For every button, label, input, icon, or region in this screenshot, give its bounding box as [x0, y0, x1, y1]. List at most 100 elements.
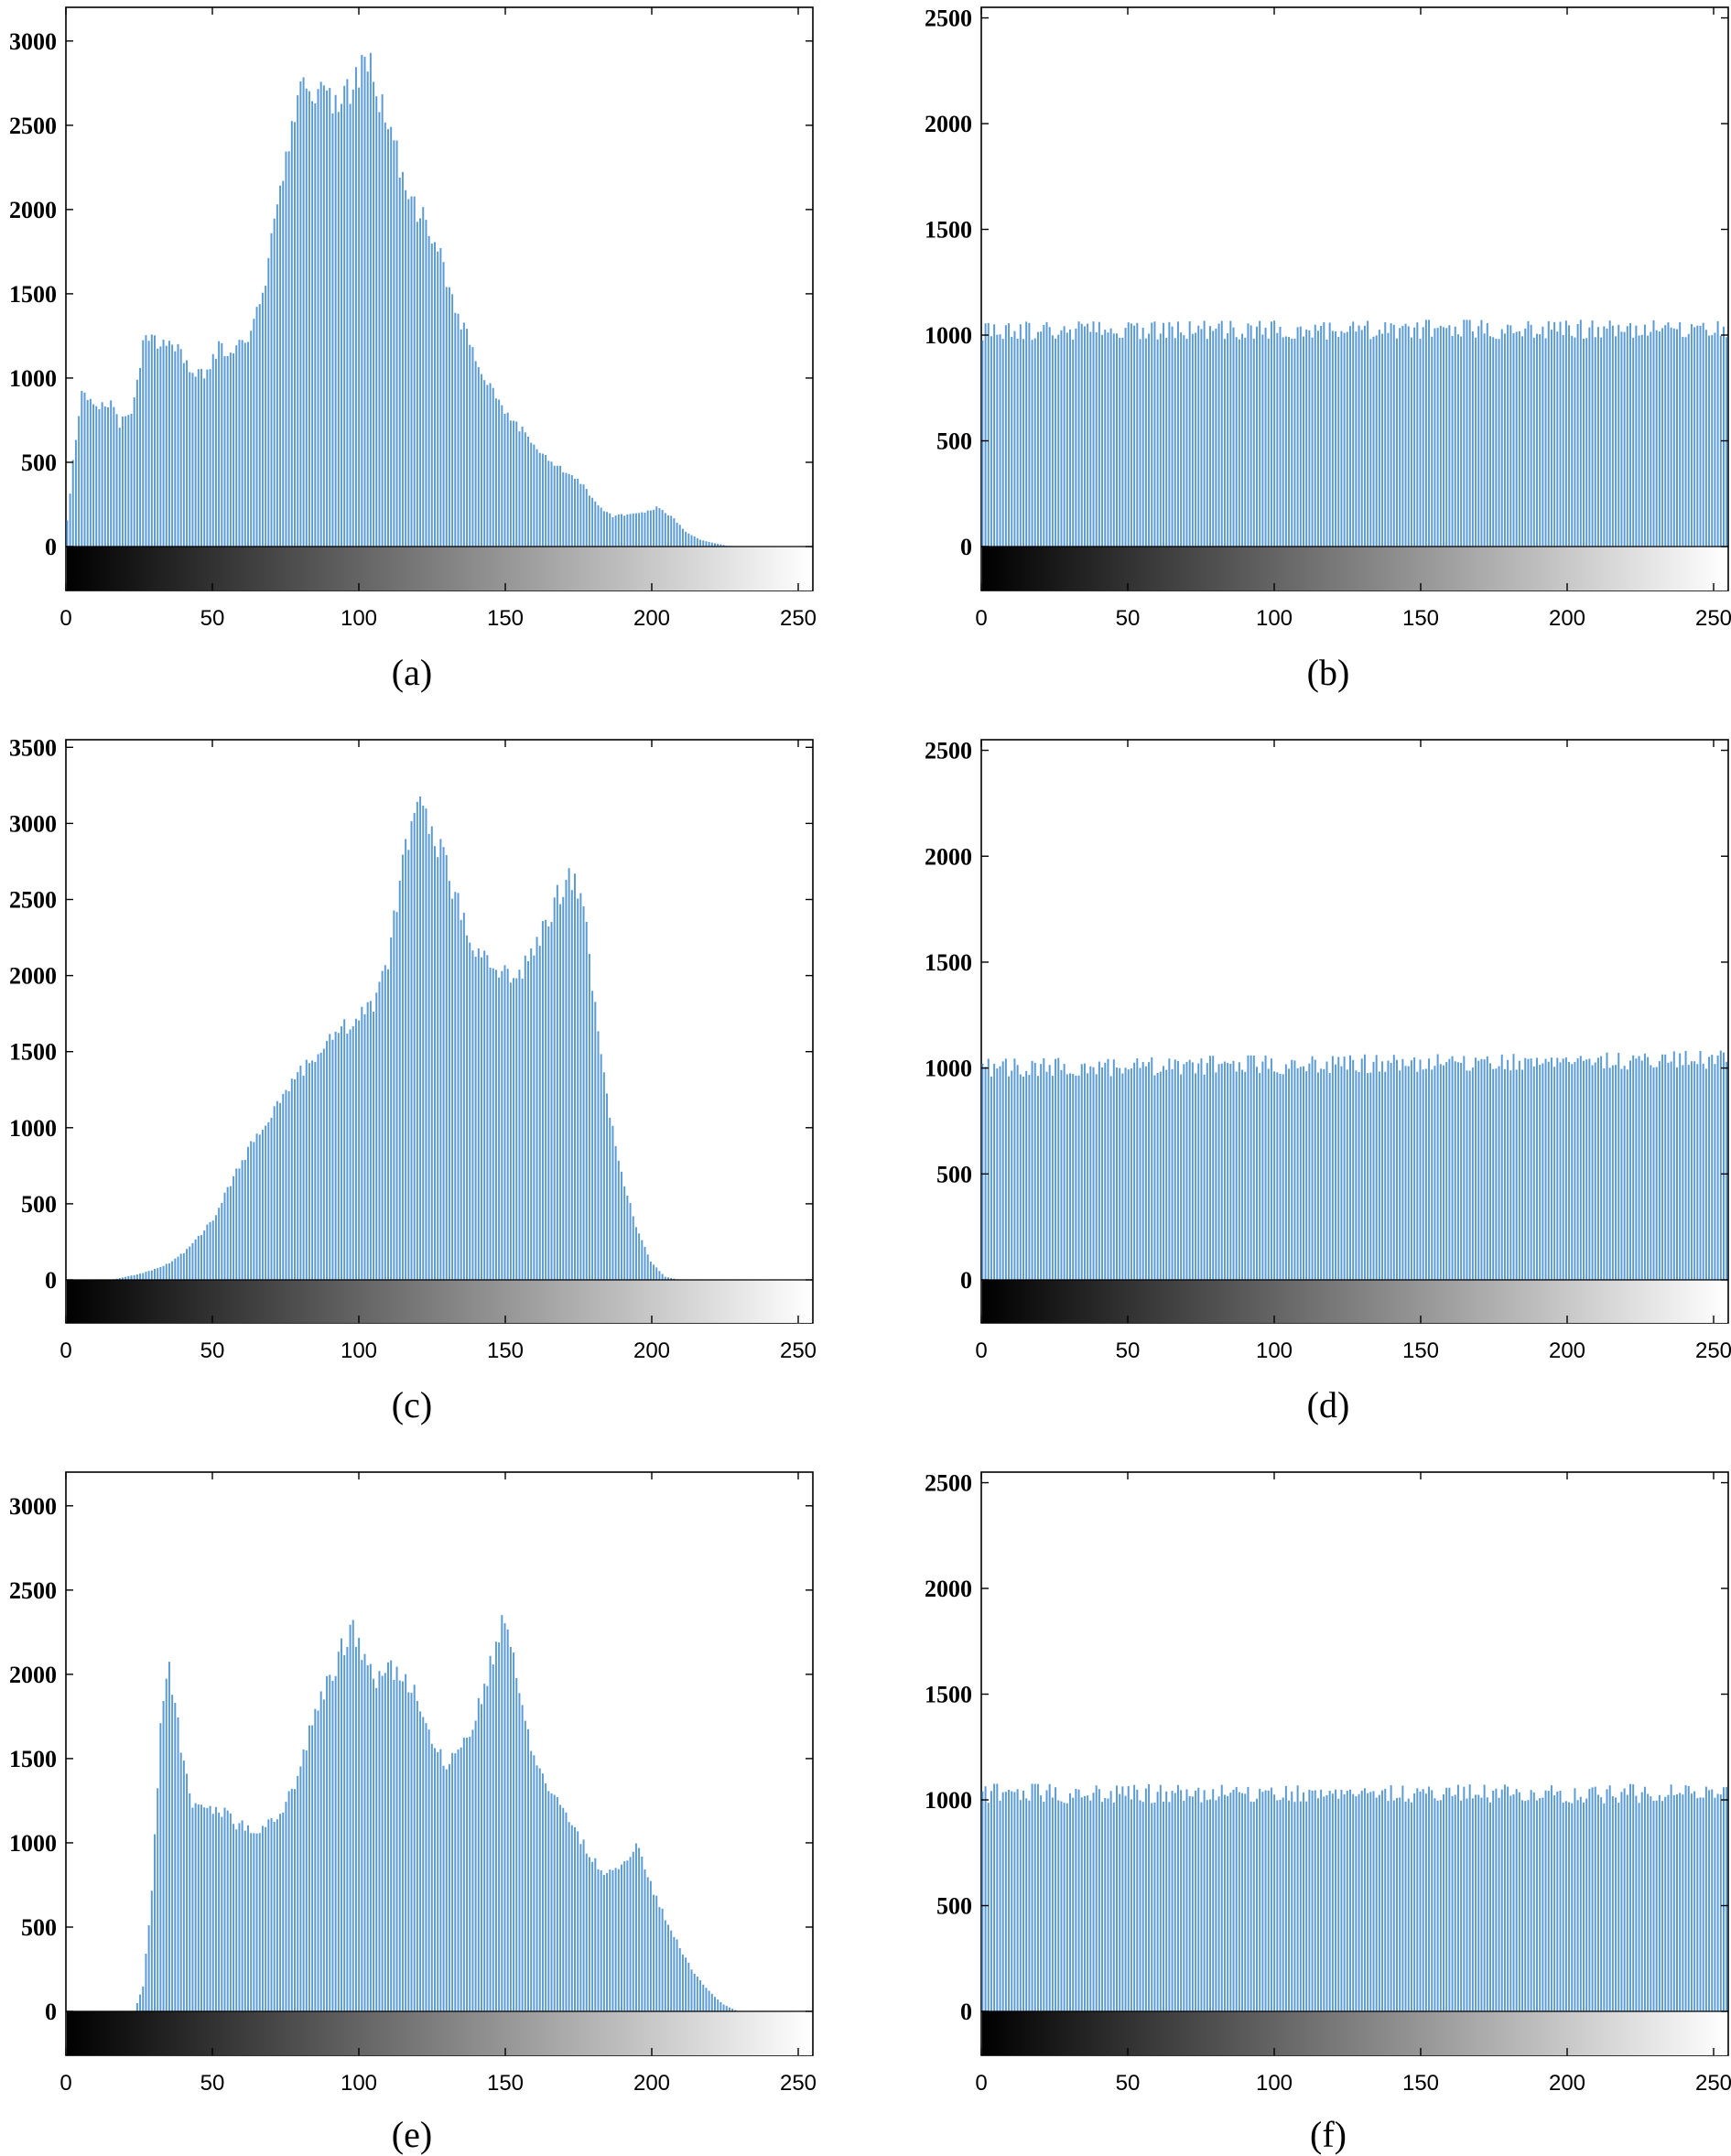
histogram-bar	[346, 79, 349, 547]
histogram-bar	[1209, 1056, 1211, 1280]
y-tick-label: 2500	[925, 1470, 972, 1497]
histogram-bar	[1095, 1785, 1098, 2011]
histogram-bar	[1165, 338, 1168, 547]
histogram-bar	[1632, 337, 1635, 547]
histogram-bar	[1191, 1796, 1194, 2011]
histogram-bar	[1650, 331, 1652, 547]
histogram-bar	[494, 1641, 497, 2011]
histogram-bar	[285, 1089, 287, 1280]
histogram-bar	[1716, 1793, 1719, 2011]
histogram-bar	[1524, 1801, 1527, 2011]
histogram-bar	[1235, 1071, 1238, 1280]
histogram-bar	[285, 151, 287, 547]
histogram-bar	[1185, 1061, 1188, 1280]
y-tick-label: 1500	[925, 217, 972, 244]
grayscale-colorbar	[67, 1280, 812, 1323]
histogram-bar	[168, 341, 170, 547]
histogram-bar	[1139, 339, 1141, 547]
histogram-bar	[687, 533, 690, 547]
x-tick-label: 150	[1402, 2071, 1439, 2096]
histogram-bar	[1293, 1060, 1296, 1280]
histogram-bar	[1600, 1797, 1603, 2011]
histogram-bar	[1456, 1062, 1459, 1280]
histogram-bar	[1244, 337, 1247, 547]
histogram-bar	[556, 884, 558, 1280]
histogram-bar	[1492, 1790, 1495, 2011]
histogram-bar	[1512, 1793, 1515, 2011]
histogram-bar	[602, 1072, 605, 1280]
histogram-bar	[609, 1869, 611, 2011]
histogram-bar	[1431, 1790, 1433, 2011]
y-tick-label: 2500	[9, 113, 57, 139]
histogram-bar	[294, 1789, 296, 2011]
histogram-bar	[1492, 337, 1495, 547]
histogram-bar	[466, 935, 469, 1280]
histogram-bar	[1562, 1058, 1564, 1280]
histogram-bar	[600, 1054, 602, 1280]
histogram-bar	[322, 1048, 325, 1280]
histogram-bar	[1057, 1057, 1060, 1280]
histogram-bar	[518, 1693, 521, 2011]
histogram-bar	[556, 465, 558, 547]
histogram-bar	[233, 1824, 235, 2011]
histogram-bar	[1176, 1784, 1179, 2011]
histogram-bar	[1235, 337, 1238, 547]
histogram-bar	[1387, 332, 1390, 547]
histogram-bar	[1687, 333, 1690, 547]
histogram-bar	[1635, 1058, 1638, 1280]
histogram-bar	[1159, 333, 1162, 547]
histogram-bar	[1632, 1055, 1635, 1280]
histogram-bar	[559, 904, 562, 1280]
histogram-bar	[221, 1202, 223, 1280]
histogram-bar	[990, 1791, 992, 2011]
histogram-bar	[509, 982, 512, 1280]
histogram-bar	[993, 1783, 996, 2011]
histogram-bar	[521, 426, 524, 547]
histogram-bar	[1045, 1790, 1048, 2011]
histogram-bar	[1682, 1065, 1684, 1280]
histogram-bar	[1544, 338, 1547, 547]
histogram-bar	[282, 1093, 285, 1280]
panel-caption: (e)	[392, 2114, 432, 2155]
histogram-bar	[1276, 1072, 1279, 1280]
histogram-bar	[1527, 320, 1530, 547]
histogram-bar	[577, 1831, 579, 2011]
histogram-bar	[993, 1064, 996, 1280]
histogram-bar	[1016, 1789, 1019, 2011]
bar-series	[113, 796, 678, 1280]
histogram-bar	[678, 1948, 681, 2011]
histogram-bar	[1451, 1056, 1454, 1280]
histogram-bar	[1346, 1069, 1348, 1280]
histogram-bar	[233, 352, 235, 547]
histogram-bar	[670, 1277, 673, 1280]
histogram-bar	[462, 1738, 465, 2011]
histogram-bar	[1401, 1785, 1404, 2011]
histogram-bar	[253, 1142, 255, 1280]
histogram-bar	[638, 1847, 641, 2011]
histogram-bar	[398, 178, 401, 547]
histogram-bar	[1726, 1786, 1728, 2011]
histogram-bar	[221, 342, 223, 547]
histogram-bar	[1591, 1787, 1594, 2011]
x-tick-label: 150	[1402, 606, 1439, 631]
histogram-bar	[1004, 325, 1007, 547]
grayscale-colorbar	[982, 1280, 1727, 1323]
histogram-bar	[407, 850, 410, 1280]
histogram-bar	[445, 1769, 448, 2011]
histogram-bar	[486, 955, 489, 1280]
histogram-bar	[1574, 337, 1576, 547]
histogram-bar	[1684, 1050, 1687, 1280]
histogram-bar	[1089, 331, 1092, 547]
histogram-bar	[597, 1031, 600, 1280]
histogram-bar	[197, 1804, 200, 2011]
histogram-bar	[1075, 1788, 1077, 2011]
histogram-bar	[655, 1895, 658, 2011]
histogram-bar	[1439, 1064, 1442, 1280]
histogram-bar	[253, 1833, 255, 2011]
histogram-bar	[1629, 323, 1631, 547]
histogram-bar	[434, 1748, 436, 2011]
histogram-bar	[451, 294, 454, 547]
histogram-bar	[395, 140, 398, 547]
histogram-bar	[524, 432, 526, 547]
histogram-bar	[574, 873, 576, 1280]
